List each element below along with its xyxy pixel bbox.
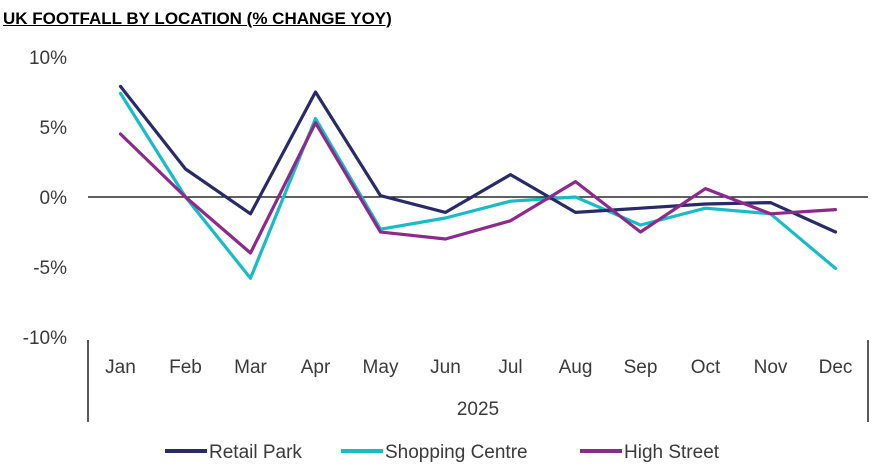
y-tick-label: -10%: [23, 328, 67, 349]
x-tick-label: Mar: [234, 357, 267, 378]
x-tick-label: Sep: [624, 357, 658, 378]
series-line-retail-park: [118, 84, 838, 234]
legend-label-high-street: High Street: [624, 442, 720, 463]
y-tick-label: 5%: [40, 118, 68, 139]
x-tick-label: Jan: [105, 357, 136, 378]
x-tick-label: May: [363, 357, 399, 378]
y-tick-label: 10%: [29, 48, 67, 69]
chart-title: UK FOOTFALL BY LOCATION (% CHANGE YOY): [3, 9, 392, 28]
x-tick-label: Apr: [301, 357, 331, 378]
x-tick-label: Nov: [754, 357, 788, 378]
x-tick-label: Jul: [498, 357, 522, 378]
legend-label-shopping-centre: Shopping Centre: [385, 442, 528, 463]
x-axis-title: 2025: [457, 399, 499, 420]
y-tick-label: -5%: [33, 258, 67, 279]
x-tick-label: Aug: [559, 357, 593, 378]
x-tick-label: Feb: [169, 357, 202, 378]
y-tick-label: 0%: [40, 188, 68, 209]
series-line-shopping-centre: [118, 91, 838, 280]
x-tick-label: Jun: [430, 357, 461, 378]
x-tick-label: Oct: [691, 357, 721, 378]
legend-label-retail-park: Retail Park: [209, 442, 302, 463]
series-line-high-street: [118, 121, 838, 255]
x-tick-label: Dec: [819, 357, 853, 378]
